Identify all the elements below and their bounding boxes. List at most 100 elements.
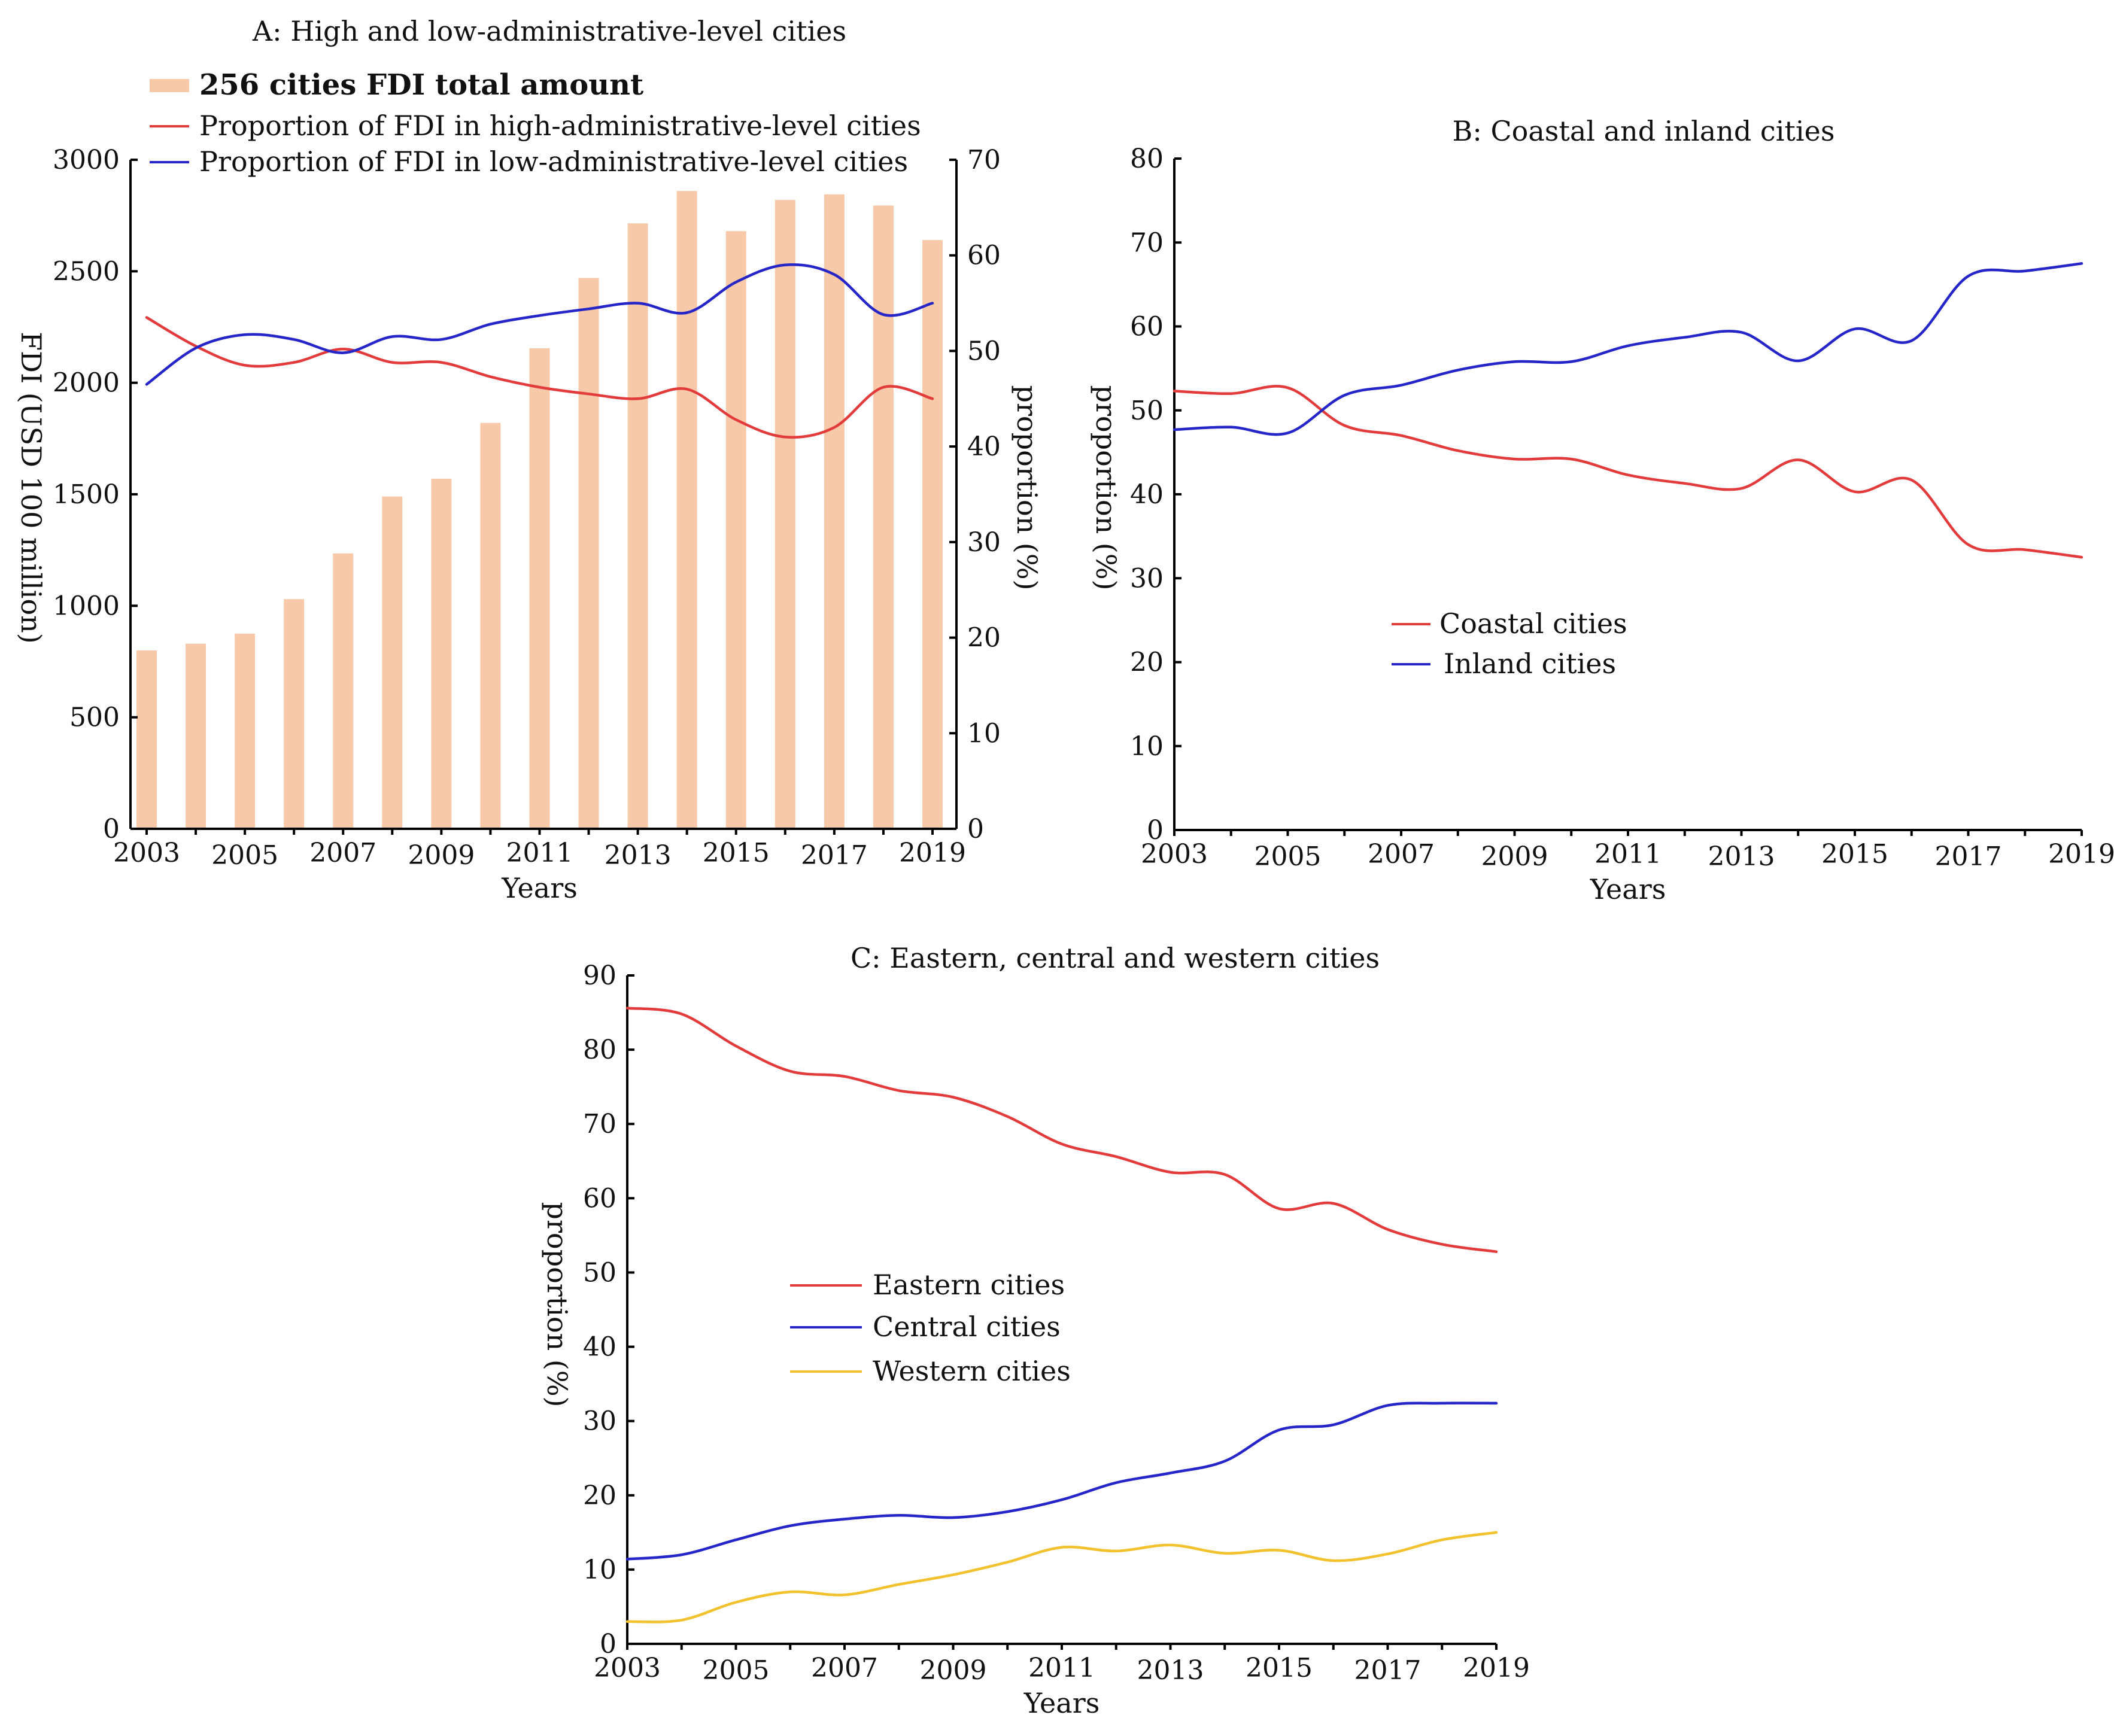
y-right-tick-label: 60 [967,241,1001,271]
x-tick-label: 2003 [113,838,180,868]
y-tick-label: 70 [583,1109,616,1139]
bar [824,194,845,829]
x-tick-label: 2009 [408,840,475,871]
y-tick-label: 10 [583,1555,616,1585]
x-tick-label: 2013 [1708,841,1775,872]
x-tick-label: 2019 [1463,1653,1530,1683]
x-axis-title: Years [501,872,578,904]
y-left-tick-label: 3000 [53,145,120,175]
y-right-tick-label: 40 [967,431,1001,462]
x-tick-label: 2003 [594,1653,661,1683]
x-tick-label: 2011 [1028,1653,1095,1683]
x-tick-label: 2007 [1368,839,1435,869]
y-left-axis-title: FDI (USD 100 million) [15,332,47,643]
x-tick-label: 2019 [899,838,966,868]
bar [136,650,157,829]
bar [431,479,451,829]
bar [333,554,353,829]
panel-c-title: C: Eastern, central and western cities [851,942,1380,974]
x-axis-title: Years [1590,873,1666,905]
y-tick-label: 60 [1130,312,1164,342]
y-tick-label: 50 [583,1257,616,1288]
y-tick-label: 10 [1130,731,1164,762]
x-tick-label: 2015 [1821,839,1888,869]
y-axis-title: proportion (%) [541,1202,573,1407]
x-tick-label: 2005 [211,840,278,871]
bar [530,348,550,829]
x-tick-label: 2017 [1935,841,2002,872]
x-tick-label: 2017 [1354,1655,1422,1686]
legend-high-label: Proportion of FDI in high-administrative… [199,110,921,142]
x-tick-label: 2013 [605,840,672,871]
legend-eastern-label: Eastern cities [873,1269,1065,1301]
x-tick-label: 2007 [309,838,376,868]
x-tick-label: 2005 [1255,841,1322,872]
bar [284,599,304,829]
x-tick-label: 2009 [920,1655,987,1686]
western-line [627,1533,1496,1622]
y-right-tick-label: 10 [967,718,1001,749]
x-axis-title: Years [1023,1687,1100,1719]
coastal-line [1174,386,2082,557]
central-line [627,1403,1496,1559]
panel-a: 0500100015002000250030000102030405060702… [15,15,1043,904]
y-tick-label: 30 [1130,563,1164,594]
legend-coastal-label: Coastal cities [1439,607,1627,640]
x-tick-label: 2011 [1594,839,1662,869]
inland-line [1174,263,2082,434]
x-tick-label: 2011 [506,838,573,868]
y-tick-label: 60 [583,1183,616,1214]
y-left-tick-label: 1000 [53,591,120,621]
panel-a-title: A: High and low-administrative-level cit… [252,15,846,47]
bar [579,278,599,829]
bar [677,191,697,829]
legend-low-label: Proportion of FDI in low-administrative-… [199,145,908,178]
legend-bar-label: 256 cities FDI total amount [199,68,643,102]
y-tick-label: 20 [583,1480,616,1511]
bar [628,223,648,829]
x-tick-label: 2005 [703,1655,770,1686]
x-tick-label: 2019 [2048,839,2114,869]
bar [235,634,255,829]
y-right-tick-label: 0 [967,814,984,844]
eastern-line [627,1008,1496,1252]
x-tick-label: 2015 [1246,1653,1313,1683]
y-tick-label: 90 [583,960,616,991]
y-tick-label: 40 [583,1332,616,1363]
y-right-axis-title: proportion (%) [1011,385,1043,590]
x-tick-label: 2003 [1141,839,1208,869]
y-left-tick-label: 500 [69,703,120,733]
y-right-tick-label: 70 [967,145,1001,175]
bar [775,200,795,829]
x-tick-label: 2007 [811,1653,878,1683]
y-tick-label: 80 [1130,144,1164,174]
x-tick-label: 2013 [1137,1655,1204,1686]
y-tick-label: 30 [583,1406,616,1437]
x-tick-label: 2009 [1481,841,1548,872]
y-left-tick-label: 2000 [53,368,120,399]
y-axis-title: proportion (%) [1090,385,1122,590]
bar [186,644,206,829]
y-tick-label: 40 [1130,479,1164,510]
bar [873,205,894,829]
bar [382,497,402,829]
y-left-tick-label: 2500 [53,256,120,287]
x-tick-label: 2017 [801,840,868,871]
y-tick-label: 20 [1130,647,1164,678]
y-left-tick-label: 1500 [53,479,120,510]
y-right-tick-label: 30 [967,527,1001,558]
bar [922,240,943,829]
legend-bar-swatch [150,79,189,92]
panel-b-title: B: Coastal and inland cities [1453,115,1835,147]
bar [726,231,746,829]
bar [480,423,500,829]
y-right-tick-label: 20 [967,623,1001,653]
y-tick-label: 80 [583,1035,616,1065]
legend-western-label: Western cities [873,1355,1071,1387]
y-tick-label: 50 [1130,396,1164,426]
legend-inland-label: Inland cities [1444,647,1616,680]
